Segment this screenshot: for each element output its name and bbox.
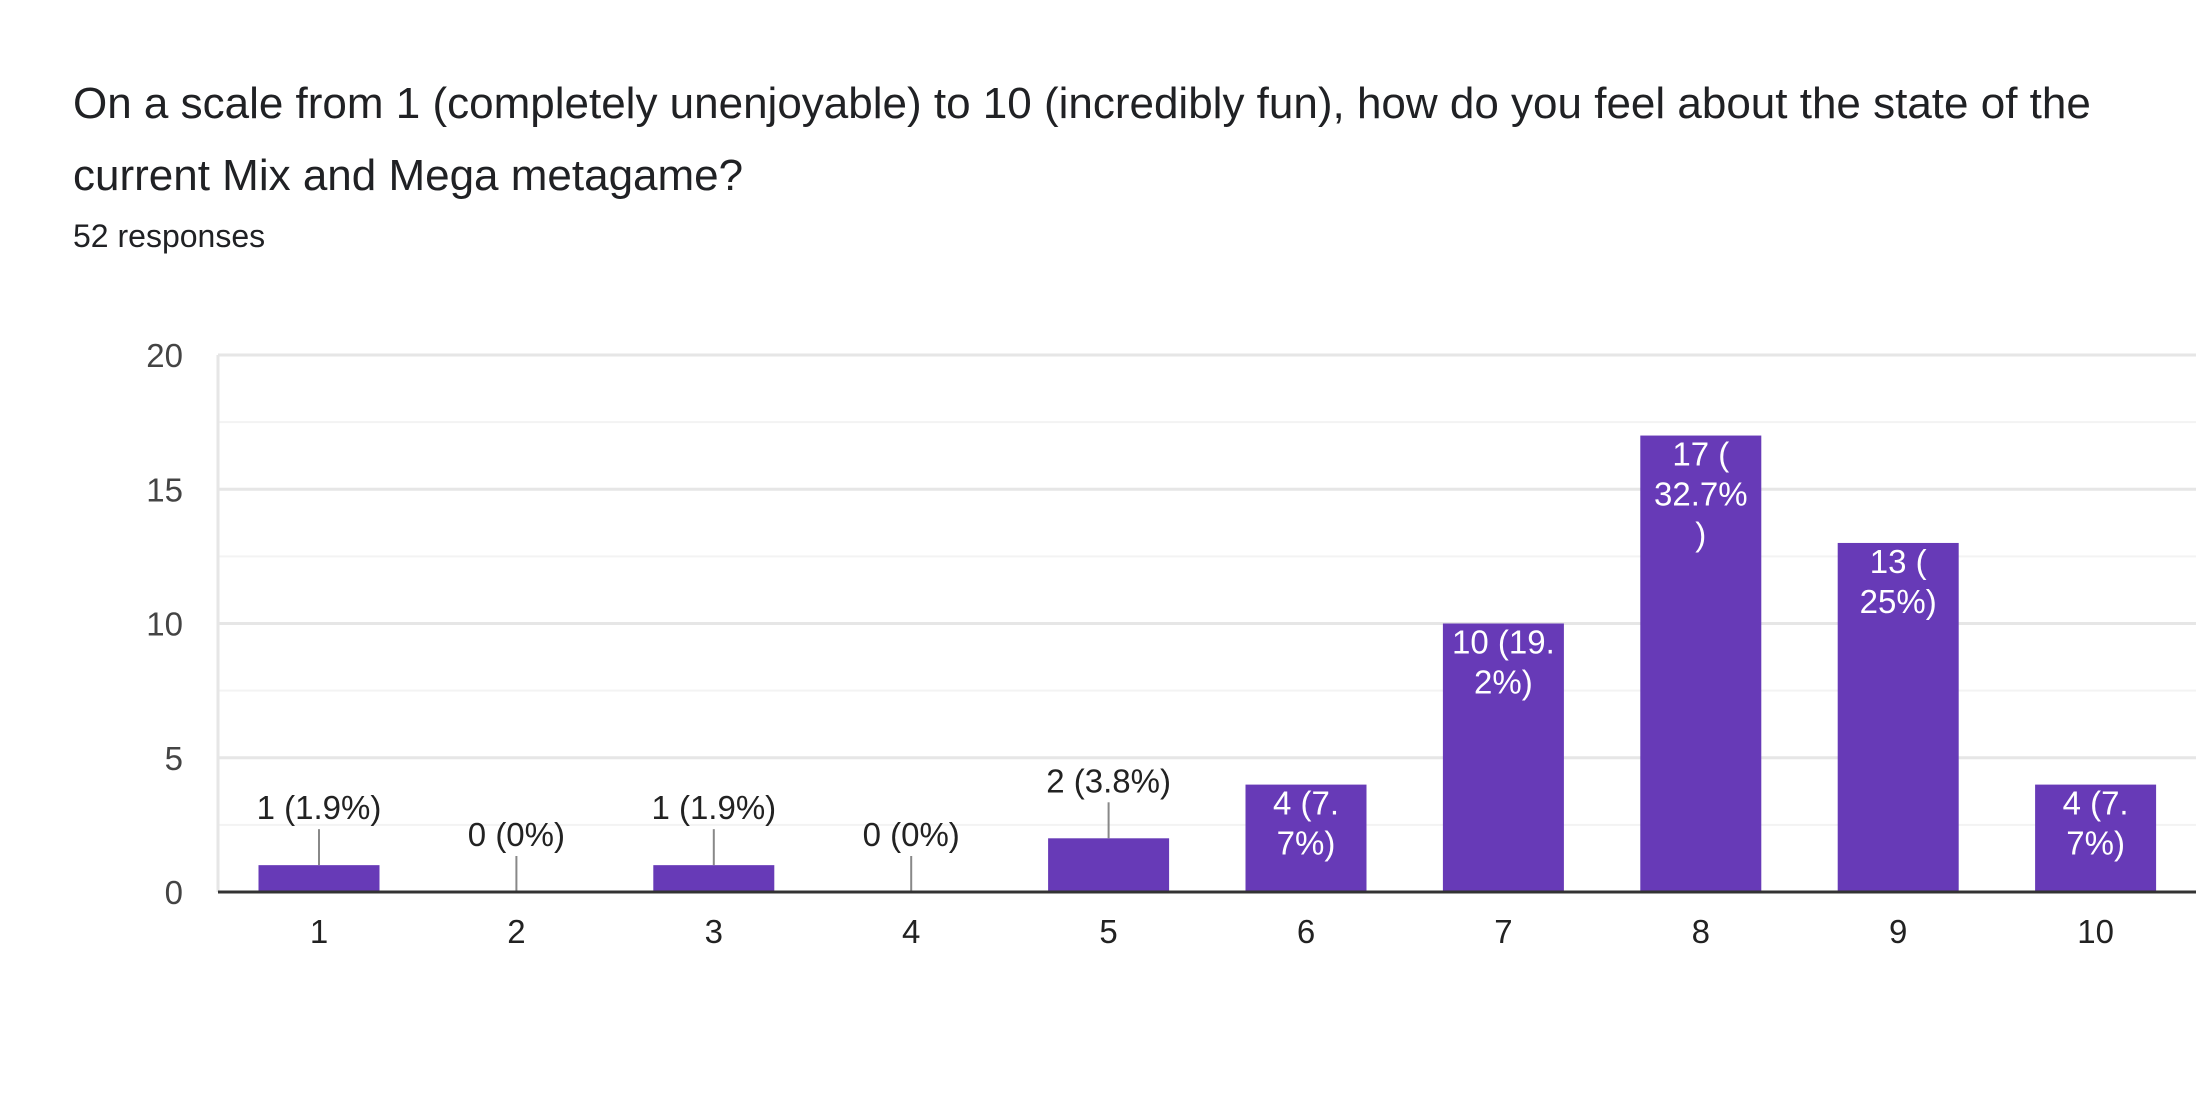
data-label: 7%) <box>1277 825 1336 862</box>
data-label: 4 (7. <box>1273 785 1339 822</box>
data-label: 7%) <box>2066 825 2125 862</box>
bar[interactable] <box>1640 435 1762 892</box>
x-tick-label: 1 <box>310 913 328 950</box>
y-tick-label: 0 <box>165 874 183 911</box>
data-label: 0 (0%) <box>468 816 565 853</box>
x-tick-label: 4 <box>902 913 920 950</box>
x-tick-label: 6 <box>1297 913 1315 950</box>
y-axis-ticks: 0 5 10 15 20 <box>146 337 183 911</box>
data-label: 17 ( <box>1672 436 1729 473</box>
x-tick-label: 8 <box>1692 913 1710 950</box>
bar[interactable] <box>258 865 380 892</box>
bar[interactable] <box>1442 623 1564 893</box>
bar[interactable] <box>1837 542 1959 892</box>
data-label: 32.7% <box>1654 476 1748 513</box>
bars <box>258 435 2157 893</box>
data-label: 1 (1.9%) <box>651 789 776 826</box>
data-label: 13 ( <box>1870 543 1927 580</box>
y-tick-label: 15 <box>146 471 183 508</box>
y-tick-label: 10 <box>146 606 183 643</box>
data-label: 2%) <box>1474 664 1533 701</box>
bar[interactable] <box>653 865 775 892</box>
data-label: 2 (3.8%) <box>1046 762 1171 799</box>
data-label: 1 (1.9%) <box>257 789 382 826</box>
x-tick-label: 9 <box>1889 913 1907 950</box>
response-count: 52 responses <box>73 218 266 254</box>
bar[interactable] <box>2035 784 2157 892</box>
x-tick-label: 3 <box>705 913 723 950</box>
y-tick-label: 20 <box>146 337 183 374</box>
x-tick-label: 7 <box>1494 913 1512 950</box>
x-tick-label: 10 <box>2077 913 2114 950</box>
data-label: 4 (7. <box>2063 785 2129 822</box>
y-tick-label: 5 <box>165 740 183 777</box>
data-labels: 1 (1.9%) 0 (0%) 1 (1.9%) 0 (0%) 2 (3.8%) 4 (7… <box>257 436 2129 892</box>
x-tick-label: 2 <box>507 913 525 950</box>
data-label: 25%) <box>1860 583 1937 620</box>
bar[interactable] <box>1245 784 1367 892</box>
x-tick-label: 5 <box>1099 913 1117 950</box>
x-axis-ticks: 1 2 3 4 5 6 7 8 9 10 <box>218 890 2196 950</box>
data-label: ) <box>1695 516 1706 553</box>
data-label: 0 (0%) <box>863 816 960 853</box>
bar[interactable] <box>1048 838 1170 892</box>
question-title: On a scale from 1 (completely unenjoyabl… <box>73 79 2091 200</box>
data-label: 10 (19. <box>1452 624 1555 661</box>
